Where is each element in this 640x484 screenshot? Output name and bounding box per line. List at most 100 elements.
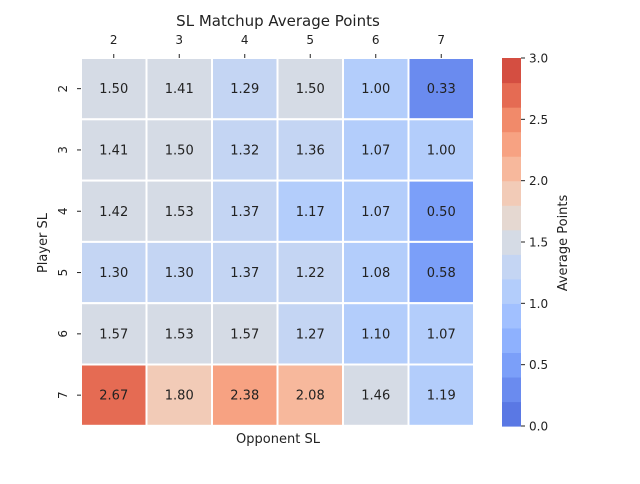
- y-tick-labels: 2 3 4 5 6 7: [56, 85, 81, 399]
- heatmap-cell: [342, 363, 410, 427]
- colorbar-bin: [502, 303, 521, 329]
- heatmap-cell: [145, 179, 213, 243]
- cell-value-label: 1.57: [230, 327, 259, 342]
- cell-value-label: 1.19: [427, 389, 456, 404]
- colorbar-bin: [502, 82, 521, 108]
- heatmap-cell: [342, 179, 410, 243]
- heatmap-cell: [145, 118, 213, 182]
- cell-value-label: 0.33: [427, 82, 456, 97]
- cell-value-label: 1.07: [361, 143, 390, 158]
- colorbar-bin: [502, 156, 521, 182]
- cell-value-label: 1.50: [99, 82, 128, 97]
- x-tick-labels: 2 3 4 5 6 7: [110, 33, 445, 58]
- x-axis-label: Opponent SL: [236, 432, 321, 447]
- cell-value-label: 1.00: [427, 143, 456, 158]
- cell-value-label: 1.36: [296, 143, 325, 158]
- colorbar-bin: [502, 58, 521, 84]
- colorbar-tick-label: 2.5: [529, 113, 548, 127]
- cell-value-label: 1.53: [165, 205, 194, 220]
- cell-value-label: 1.30: [99, 266, 128, 281]
- x-tick-label: 5: [306, 33, 314, 47]
- cell-value-label: 1.46: [361, 389, 390, 404]
- x-tick-label: 2: [110, 33, 118, 47]
- cell-value-label: 1.80: [165, 389, 194, 404]
- colorbar-tick-label: 1.5: [529, 236, 548, 250]
- colorbar-tick-label: 2.0: [529, 174, 548, 188]
- cell-value-label: 1.50: [165, 143, 194, 158]
- cell-value-label: 1.08: [361, 266, 390, 281]
- x-tick-label: 6: [372, 33, 380, 47]
- cell-value-label: 1.41: [165, 82, 194, 97]
- cell-value-label: 1.41: [99, 143, 128, 158]
- y-tick-label: 3: [56, 146, 70, 154]
- colorbar-bin: [502, 327, 521, 353]
- colorbar-bin: [502, 401, 521, 427]
- heatmap-cell: [276, 240, 344, 305]
- colorbar-bin: [502, 107, 521, 133]
- cell-value-label: 2.08: [296, 389, 325, 404]
- heatmap-cell: [276, 179, 344, 243]
- colorbar-bin: [502, 205, 521, 231]
- cell-value-label: 1.32: [230, 143, 259, 158]
- heatmap-cell: [145, 57, 213, 121]
- cell-value-label: 1.07: [361, 205, 390, 220]
- cell-value-label: 1.27: [296, 327, 325, 342]
- colorbar-tick-label: 0.0: [529, 420, 548, 434]
- colorbar-bin: [502, 254, 521, 280]
- cell-value-label: 1.42: [99, 205, 128, 220]
- heatmap-cell: [407, 302, 475, 366]
- cell-value-label: 1.50: [296, 82, 325, 97]
- heatmap-cell: [211, 240, 279, 305]
- cell-value-label: 1.57: [99, 327, 128, 342]
- y-tick-label: 5: [56, 269, 70, 277]
- y-axis-label: Player SL: [36, 212, 51, 273]
- cell-value-label: 1.53: [165, 327, 194, 342]
- cell-value-label: 1.30: [165, 266, 194, 281]
- heatmap-cell: [342, 240, 410, 305]
- cell-value-label: 1.07: [427, 327, 456, 342]
- chart-title: SL Matchup Average Points: [176, 12, 380, 30]
- heatmap-cell: [407, 118, 475, 182]
- heatmap-cell: [407, 179, 475, 243]
- heatmap-cell: [276, 118, 344, 182]
- y-tick-label: 4: [56, 207, 70, 215]
- heatmap-cell: [342, 302, 410, 366]
- heatmap-cell: [80, 363, 148, 427]
- colorbar-bin: [502, 131, 521, 157]
- heatmap-cell: [407, 57, 475, 121]
- colorbar-label: Average Points: [556, 194, 571, 291]
- x-tick-label: 4: [241, 33, 249, 47]
- cell-value-label: 1.37: [230, 266, 259, 281]
- cell-value-label: 1.37: [230, 205, 259, 220]
- cell-value-label: 1.00: [361, 82, 390, 97]
- heatmap-cell: [407, 240, 475, 305]
- heatmap-cell: [276, 363, 344, 427]
- heatmap-cell: [80, 240, 148, 305]
- y-tick-label: 2: [56, 85, 70, 93]
- colorbar-tick-label: 0.5: [529, 358, 548, 372]
- cell-value-label: 2.67: [99, 389, 128, 404]
- colorbar-bin: [502, 180, 521, 206]
- y-tick-label: 6: [56, 330, 70, 338]
- cell-value-label: 2.38: [230, 389, 259, 404]
- colorbar: 0.0 0.5 1.0 1.5 2.0 2.5 3.0: [502, 52, 548, 434]
- cell-value-label: 0.50: [427, 205, 456, 220]
- x-tick-label: 3: [175, 33, 183, 47]
- heatmap-cell: [407, 363, 475, 427]
- y-tick-label: 7: [56, 391, 70, 399]
- cell-value-label: 0.58: [427, 266, 456, 281]
- x-tick-label: 7: [437, 33, 445, 47]
- colorbar-tick-label: 3.0: [529, 52, 548, 66]
- colorbar-bin: [502, 352, 521, 378]
- cell-value-label: 1.22: [296, 266, 325, 281]
- colorbar-tick-label: 1.0: [529, 297, 548, 311]
- heatmap-cell: [145, 240, 213, 305]
- colorbar-bin: [502, 376, 521, 403]
- heatmap-cell: [211, 302, 279, 366]
- colorbar-bin: [502, 278, 521, 304]
- heatmap-cells: 1.50 1.41 1.29 1.50 1.00 0.33 1.41 1.50 1.32 1.36…: [80, 57, 475, 427]
- cell-value-label: 1.29: [230, 82, 259, 97]
- colorbar-bin: [502, 229, 521, 255]
